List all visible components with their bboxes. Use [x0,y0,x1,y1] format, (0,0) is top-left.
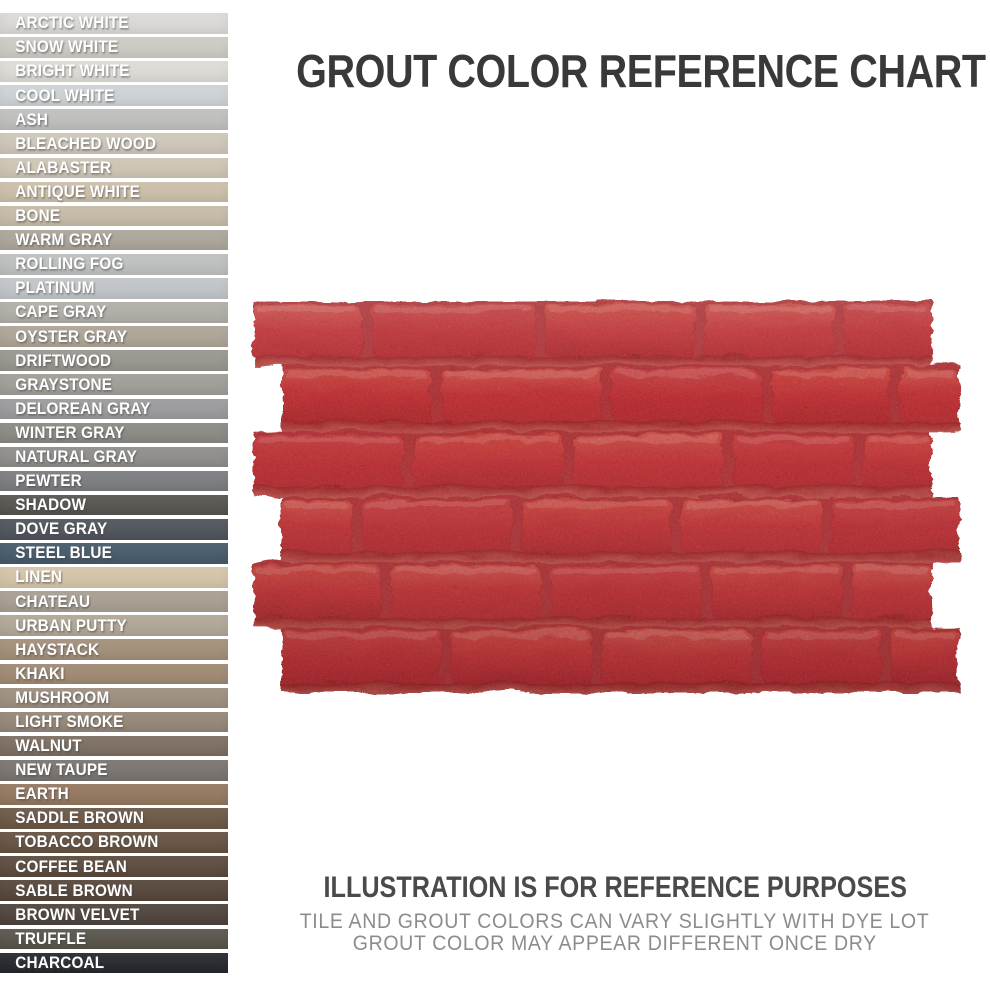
swatch-label: OYSTER GRAY [15,326,128,346]
swatch-row: COOL WHITE [0,85,228,106]
swatch-label: SADDLE BROWN [15,808,145,828]
swatch-row: CAPE GRAY [0,302,228,323]
swatch-row: WINTER GRAY [0,422,228,444]
swatch-row: EARTH [0,784,228,805]
swatch-label: STEEL BLUE [15,543,113,563]
swatch-row: SHADOW [0,494,228,516]
swatch-row: MUSHROOM [0,687,228,709]
swatch-label: DOVE GRAY [15,519,108,539]
swatch-row: BONE [0,205,228,227]
swatch-label: URBAN PUTTY [15,615,127,635]
swatch-label: COFFEE BEAN [15,856,127,876]
swatch-label: PEWTER [15,471,82,491]
swatch-label: COOL WHITE [15,85,115,105]
swatch-row: COFFEE BEAN [0,856,228,877]
swatch-row: ALABASTER [0,157,228,179]
swatch-row: DOVE GRAY [0,518,228,540]
swatch-row: SADDLE BROWN [0,808,228,829]
swatch-label: BONE [15,206,61,226]
swatch-row: STEEL BLUE [0,543,228,564]
swatch-label: TOBACCO BROWN [15,832,159,852]
swatch-label: NEW TAUPE [15,760,108,780]
swatch-row: BROWN VELVET [0,904,228,926]
swatch-label: ANTIQUE WHITE [15,181,141,201]
swatch-row: LIGHT SMOKE [0,711,228,733]
swatch-row: URBAN PUTTY [0,615,228,636]
swatch-label: MUSHROOM [15,687,110,707]
brick-illustration [252,299,958,691]
swatch-label: SNOW WHITE [15,37,119,57]
swatch-label: LINEN [15,567,63,587]
swatch-list: ARCTIC WHITE SNOW WHITE BRIGHT WHITE COOL W… [0,13,228,977]
swatch-row: WALNUT [0,735,228,757]
swatch-row: ANTIQUE WHITE [0,181,228,203]
swatch-label: SHADOW [15,495,87,515]
swatch-row: CHARCOAL [0,952,228,974]
swatch-row: PEWTER [0,470,228,492]
swatch-label: NATURAL GRAY [15,446,138,466]
swatch-row: ARCTIC WHITE [0,13,228,34]
swatch-label: SABLE BROWN [15,880,133,900]
swatch-row: ASH [0,109,228,130]
page-title-text: GROUT COLOR REFERENCE CHART [296,45,986,97]
swatch-row: ROLLING FOG [0,253,228,275]
disclaimer-heading-text: ILLUSTRATION IS FOR REFERENCE PURPOSES [323,871,907,904]
swatch-label: CHARCOAL [15,952,105,972]
swatch-row: NATURAL GRAY [0,446,228,468]
swatch-row: CHATEAU [0,591,228,612]
swatch-row: KHAKI [0,663,228,685]
swatch-label: BRIGHT WHITE [15,61,130,81]
swatch-label: DELOREAN GRAY [15,398,151,418]
swatch-label: ASH [15,109,49,129]
swatch-label: TRUFFLE [15,928,87,948]
swatch-label: WALNUT [15,736,82,756]
swatch-row: BRIGHT WHITE [0,61,228,82]
swatch-row: SNOW WHITE [0,37,228,58]
swatch-label: CAPE GRAY [15,302,107,322]
swatch-row: PLATINUM [0,278,228,299]
swatch-row: TRUFFLE [0,928,228,950]
swatch-label: ARCTIC WHITE [15,13,129,33]
swatch-label: PLATINUM [15,278,95,298]
swatch-row: OYSTER GRAY [0,326,228,347]
swatch-row: HAYSTACK [0,639,228,661]
swatch-row: DELOREAN GRAY [0,398,228,420]
swatch-label: DRIFTWOOD [15,350,112,370]
swatch-label: ROLLING FOG [15,254,124,274]
swatch-label: HAYSTACK [15,639,100,659]
swatch-row: TOBACCO BROWN [0,832,228,853]
swatch-label: LIGHT SMOKE [15,712,124,732]
swatch-row: DRIFTWOOD [0,350,228,371]
swatch-row: WARM GRAY [0,229,228,251]
disclaimer-heading: ILLUSTRATION IS FOR REFERENCE PURPOSES [240,872,990,904]
swatch-label: BLEACHED WOOD [15,133,157,153]
swatch-label: EARTH [15,784,69,804]
swatch-row: NEW TAUPE [0,759,228,781]
swatch-row: LINEN [0,567,228,588]
swatch-row: SABLE BROWN [0,880,228,901]
swatch-label: GRAYSTONE [15,374,113,394]
disclaimer-note: TILE AND GROUT COLORS CAN VARY SLIGHTLY … [190,911,990,954]
page-title: GROUT COLOR REFERENCE CHART [240,47,990,95]
swatch-row: BLEACHED WOOD [0,133,228,155]
swatch-label: WINTER GRAY [15,422,125,442]
swatch-label: CHATEAU [15,591,91,611]
disclaimer-line-2: GROUT COLOR MAY APPEAR DIFFERENT ONCE DR… [352,931,878,955]
disclaimer-line-1: TILE AND GROUT COLORS CAN VARY SLIGHTLY … [300,910,930,933]
swatch-label: WARM GRAY [15,230,113,250]
swatch-row: GRAYSTONE [0,374,228,395]
swatch-label: KHAKI [15,663,65,683]
swatch-label: BROWN VELVET [15,904,140,924]
swatch-label: ALABASTER [15,157,112,177]
